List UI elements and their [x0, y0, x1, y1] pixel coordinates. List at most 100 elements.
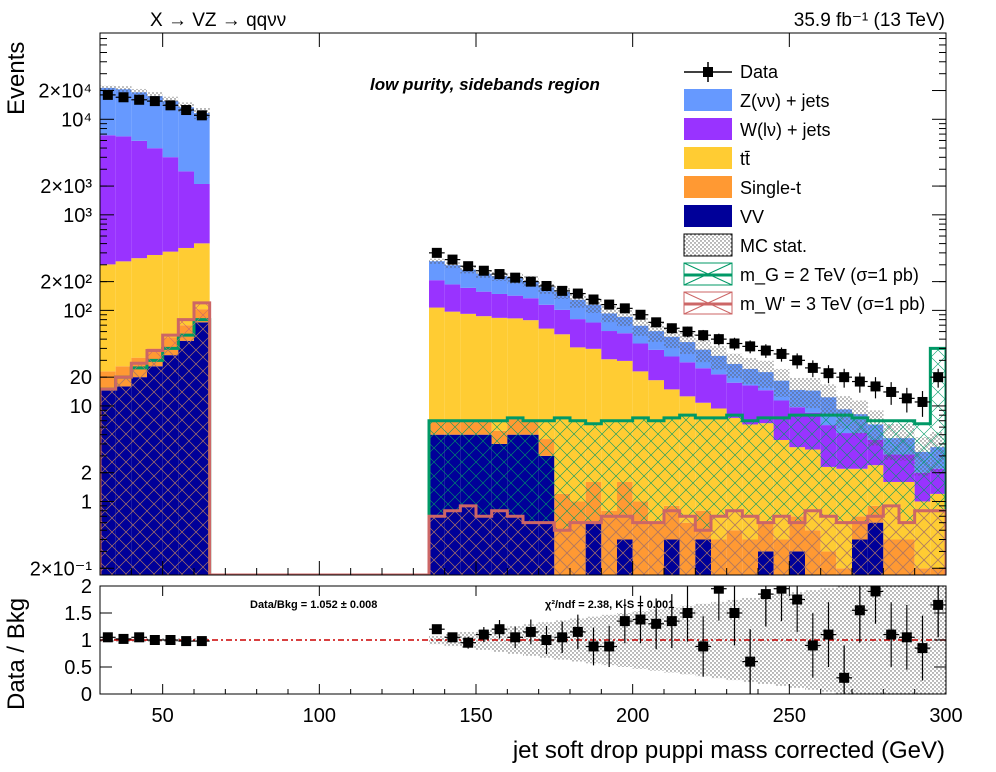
ratio-point	[478, 629, 489, 640]
ratio-point	[901, 632, 912, 643]
x-tick-label: 100	[303, 705, 336, 727]
data-point	[431, 247, 442, 258]
data-point	[854, 376, 865, 387]
legend-label: tt̄	[740, 149, 750, 169]
data-point	[557, 285, 568, 296]
x-tick-label: 300	[929, 705, 962, 727]
main-plot	[100, 85, 946, 575]
data-point	[588, 294, 599, 305]
y-tick-label: 1	[81, 491, 92, 513]
ratio-point	[102, 632, 113, 643]
bar-w-jets	[476, 291, 492, 317]
ratio-y-tick-label: 0.5	[64, 657, 92, 679]
data-point	[572, 288, 583, 299]
ratio-point	[431, 624, 442, 635]
data-point	[102, 89, 113, 100]
legend-swatch	[684, 89, 732, 111]
ratio-point	[463, 637, 474, 648]
data-point	[478, 265, 489, 276]
y-axis-label: Events	[3, 42, 30, 115]
legend-entry: m_G = 2 TeV (σ=1 pb)	[683, 262, 919, 286]
legend-entry: Single-t	[684, 176, 801, 198]
legend-data-marker	[703, 67, 713, 77]
data-point	[886, 386, 897, 397]
region-label: low purity, sidebands region	[370, 75, 600, 94]
ratio-point	[149, 635, 160, 645]
data-point	[165, 100, 176, 111]
bar-w-jets	[491, 293, 508, 318]
ratio-y-axis-label: Data / Bkg	[3, 598, 30, 710]
title-left: X → VZ → qqνν	[150, 10, 286, 31]
data-point	[745, 341, 756, 352]
legend-entry: MC stat.	[683, 233, 807, 257]
data-point	[698, 330, 709, 341]
bar-w-jets	[523, 298, 539, 321]
ratio-point	[134, 632, 145, 643]
data-point	[729, 338, 740, 349]
bar-w-jets	[444, 284, 461, 312]
y-tick-label: 2×10⁴	[38, 81, 92, 103]
mc-stat-band	[131, 88, 147, 96]
y-tick-label: 2×10³	[40, 176, 92, 198]
ratio-point	[745, 656, 756, 667]
bar-ttbar	[444, 311, 461, 421]
bar-ttbar	[460, 313, 476, 421]
legend-swatch	[684, 205, 732, 227]
bar-z-jets	[460, 269, 476, 288]
data-point	[196, 110, 207, 121]
data-point	[760, 345, 771, 356]
ratio-point	[541, 635, 552, 645]
ratio-y-tick-label: 0	[81, 684, 92, 706]
bar-w-jets	[601, 331, 617, 360]
ratio-point	[635, 614, 646, 625]
legend-label: m_G = 2 TeV (σ=1 pb)	[740, 265, 919, 286]
data-point	[447, 254, 458, 265]
legend-label: Z(νν) + jets	[740, 91, 830, 111]
bar-ttbar	[100, 264, 116, 372]
bar-w-jets	[538, 304, 555, 329]
ratio-point	[682, 608, 693, 618]
legend-label: VV	[740, 207, 764, 227]
y-tick-label: 20	[70, 367, 92, 389]
y-tick-label: 2×10⁻¹	[30, 558, 93, 580]
mc-stat-band	[695, 339, 711, 363]
bar-ttbar	[538, 328, 555, 440]
ratio-point	[604, 641, 615, 652]
ratio-point	[729, 608, 740, 618]
x-tick-label: 50	[152, 705, 174, 727]
ratio-point	[572, 626, 583, 637]
data-point	[134, 94, 145, 105]
bar-w-jets	[507, 295, 523, 319]
bar-w-jets	[648, 349, 664, 381]
legend-entry: m_W' = 3 TeV (σ=1 pb)	[683, 291, 925, 315]
data-point	[494, 269, 505, 280]
mc-stat-band	[726, 353, 743, 379]
ratio-y-tick-label: 2	[81, 576, 92, 598]
x-tick-label: 150	[459, 705, 492, 727]
bar-z-jets	[476, 273, 492, 292]
bar-w-jets	[131, 140, 147, 259]
bar-w-jets	[570, 319, 586, 348]
mc-stat-band	[617, 309, 633, 327]
ratio-point	[447, 632, 458, 643]
bar-w-jets	[115, 136, 132, 262]
ratio-point	[886, 629, 897, 640]
legend-swatch	[684, 118, 732, 140]
ratio-point	[870, 586, 881, 597]
data-point	[510, 272, 521, 283]
bar-ttbar	[523, 320, 539, 421]
bar-w-jets	[742, 385, 758, 425]
mc-stat-band	[429, 258, 445, 264]
data-point	[118, 92, 129, 103]
legend-entry: Data	[684, 62, 779, 82]
bar-ttbar	[491, 317, 508, 431]
data-bkg-label: Data/Bkg = 1.052 ± 0.008	[250, 599, 377, 611]
legend-entry: W(lν) + jets	[684, 118, 831, 140]
ratio-point	[792, 594, 803, 605]
ratio-point	[807, 640, 818, 651]
bar-ttbar	[162, 251, 179, 338]
ratio-y-tick-label: 1	[81, 630, 92, 652]
legend-entry: VV	[684, 205, 764, 227]
data-point	[666, 323, 677, 334]
